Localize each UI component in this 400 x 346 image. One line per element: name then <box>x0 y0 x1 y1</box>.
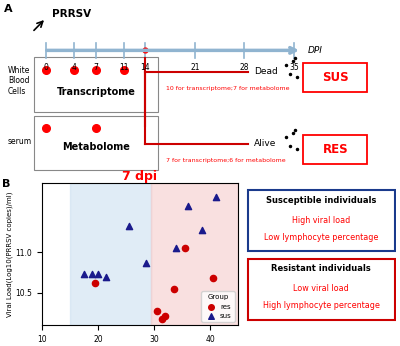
Text: 14: 14 <box>140 63 150 72</box>
Text: 7 for transcriptome;6 for metabolome: 7 for transcriptome;6 for metabolome <box>166 158 286 163</box>
Text: 4: 4 <box>72 63 77 72</box>
FancyBboxPatch shape <box>303 135 367 164</box>
Text: A: A <box>4 3 13 13</box>
Text: B: B <box>2 179 10 189</box>
sus <box>103 274 110 279</box>
res <box>154 308 160 313</box>
Bar <box>151 183 238 325</box>
sus <box>95 271 101 277</box>
Legend: res, sus: res, sus <box>201 291 234 322</box>
sus <box>173 245 180 251</box>
sus <box>198 227 205 233</box>
res <box>210 275 216 281</box>
res <box>182 245 188 251</box>
res <box>159 316 166 321</box>
sus <box>81 271 87 277</box>
sus <box>184 203 191 209</box>
Y-axis label: Viral Load(Log10(PRRSV copies)/ml): Viral Load(Log10(PRRSV copies)/ml) <box>6 192 13 317</box>
Text: 0: 0 <box>44 63 48 72</box>
Text: Alive: Alive <box>254 139 276 148</box>
sus <box>142 260 149 266</box>
Text: 7: 7 <box>93 63 98 72</box>
Text: 35: 35 <box>289 63 299 72</box>
Text: PRRSV: PRRSV <box>52 9 91 19</box>
Text: SUS: SUS <box>322 71 348 84</box>
Text: Low lymphocyte percentage: Low lymphocyte percentage <box>264 233 378 242</box>
sus <box>126 224 132 229</box>
res <box>92 280 98 286</box>
Text: Low viral load: Low viral load <box>293 284 349 293</box>
sus <box>89 271 96 277</box>
Text: 11: 11 <box>119 63 129 72</box>
Text: High viral load: High viral load <box>292 216 350 225</box>
Text: serum: serum <box>8 137 32 146</box>
Text: 21: 21 <box>190 63 200 72</box>
Text: Metabolome: Metabolome <box>62 142 130 152</box>
sus <box>212 194 219 200</box>
FancyBboxPatch shape <box>248 258 394 320</box>
Bar <box>70 183 151 325</box>
FancyBboxPatch shape <box>248 190 394 252</box>
Text: Dead: Dead <box>254 67 278 76</box>
res <box>170 286 177 292</box>
FancyBboxPatch shape <box>34 57 158 112</box>
Text: RES: RES <box>322 143 348 156</box>
Text: Susceptible individuals: Susceptible individuals <box>266 196 376 205</box>
Text: White
Blood
Cells: White Blood Cells <box>8 66 30 96</box>
Text: Transcriptome: Transcriptome <box>56 87 136 97</box>
FancyBboxPatch shape <box>303 63 367 92</box>
Text: DPI: DPI <box>308 46 323 55</box>
Text: 10 for transcriptome;7 for metabolome: 10 for transcriptome;7 for metabolome <box>166 86 290 91</box>
Text: High lymphocyte percentage: High lymphocyte percentage <box>262 301 380 310</box>
Title: 7 dpi: 7 dpi <box>122 170 158 183</box>
Text: 28: 28 <box>240 63 249 72</box>
Text: Resistant individuals: Resistant individuals <box>271 264 371 273</box>
FancyBboxPatch shape <box>34 116 158 170</box>
res <box>162 313 168 318</box>
